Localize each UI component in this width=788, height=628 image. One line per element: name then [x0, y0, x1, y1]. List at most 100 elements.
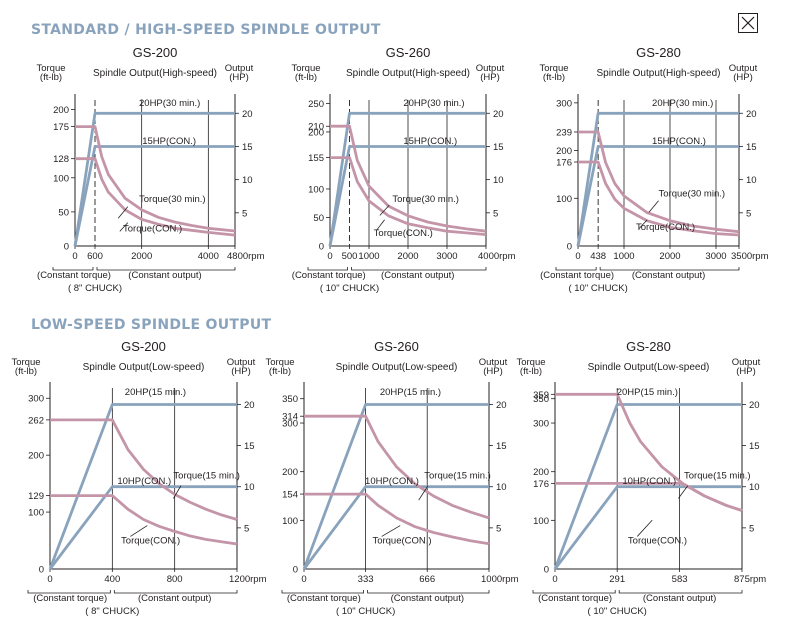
y-tick-label-left: 100: [53, 173, 69, 184]
series-line-torque-3: [578, 160, 740, 237]
y-tick-label-left: 262: [28, 415, 44, 426]
label-pointer-line: [648, 200, 659, 213]
y-axis-right-label: Output: [225, 63, 254, 74]
series-line-power-0: [302, 403, 489, 570]
constant-torque-label: (Constant torque): [292, 270, 366, 281]
chart-gs200-high-speed: GS-200 Spindle Output(High-speed) Torque(f…: [36, 45, 264, 294]
chart-gs280-high-speed: GS-280 Spindle Output(High-speed) Torque(f…: [539, 45, 768, 294]
y-axis-right-label: Output: [479, 357, 508, 368]
y-tick-label-left: 300: [282, 419, 298, 430]
constant-torque-bracket: [532, 590, 616, 594]
y-axis-left-unit: (ft-lb): [40, 72, 62, 83]
y-tick-label-left: 50: [58, 207, 69, 218]
chuck-size-label: ( 8" CHUCK): [85, 606, 139, 617]
y-axis-right-label: Output: [729, 63, 758, 74]
series-label-power-continuous: 10HP(CON.): [117, 476, 171, 487]
series-label-power-peak: 20HP(15 min.): [617, 387, 678, 398]
x-tick-label: 3000: [705, 251, 726, 262]
y-axis-right-unit: (HP): [480, 72, 500, 83]
x-tick-label: 438: [590, 251, 606, 262]
chuck-size-label: ( 10" CHUCK): [568, 283, 627, 294]
constant-output-bracket: [367, 590, 490, 594]
x-tick-label: 0: [301, 574, 306, 585]
x-tick-label: 2000: [397, 251, 418, 262]
label-pointer-line: [119, 222, 129, 232]
chart-gs280-low-speed: GS-280 Spindle Output(Low-speed) Torque(ft…: [516, 339, 766, 617]
y-axis-right-unit: (HP): [733, 72, 753, 83]
constant-output-label: (Constant output): [632, 270, 705, 281]
y-axis-left-unit: (ft-lb): [543, 72, 565, 83]
series-line-power-1: [302, 485, 489, 570]
y-axis-right-label: Output: [476, 63, 505, 74]
label-pointer-line: [379, 204, 390, 216]
series-line-power-0: [576, 111, 739, 247]
x-tick-label: 1200rpm: [229, 574, 267, 585]
x-tick-label: 500: [342, 251, 358, 262]
y-tick-label-right: 15: [496, 441, 507, 452]
series-line-torque-3: [330, 156, 487, 236]
y-tick-label-left: 200: [53, 105, 69, 116]
series-label-power-continuous: 10HP(CON.): [622, 476, 676, 487]
y-tick-label-right: 20: [242, 109, 253, 120]
series-label-torque-peak: Torque(15 min.): [684, 471, 751, 482]
y-tick-label-left: 128: [53, 154, 69, 165]
y-tick-label-right: 10: [496, 482, 507, 493]
chart-subtitle: Spindle Output(High-speed): [93, 68, 217, 79]
series-label-torque-continuous: Torque(CON.): [123, 223, 182, 234]
y-tick-label-right: 5: [493, 208, 498, 219]
series-label-torque-peak: Torque(15 min.): [173, 471, 240, 482]
series-line-torque-2: [578, 130, 740, 234]
chart-gs200-low-speed: GS-200 Spindle Output(Low-speed) Torque(ft…: [11, 339, 267, 617]
constant-output-label: (Constant output): [138, 593, 211, 604]
section-title-low-speed: LOW-SPEED SPINDLE OUTPUT: [31, 317, 272, 333]
constant-torque-label: (Constant torque): [287, 593, 361, 604]
series-line-torque-3: [555, 481, 743, 512]
series-line-power-1: [553, 485, 742, 570]
constant-output-bracket: [599, 267, 740, 271]
constant-output-bracket: [96, 267, 236, 271]
series-line-power-1: [576, 145, 739, 247]
series-label-torque-peak: Torque(30 min.): [392, 194, 459, 205]
series-label-power-continuous: 15HP(CON.): [403, 136, 457, 147]
y-axis-left-unit: (ft-lb): [295, 72, 317, 83]
series-label-power-peak: 20HP(15 min.): [380, 387, 441, 398]
chart-gs260-high-speed: GS-260 Spindle Output(High-speed) Torque(f…: [291, 45, 515, 294]
series-line-power-1: [48, 485, 237, 570]
y-tick-label-left: 100: [28, 508, 44, 519]
y-tick-label-left: 250: [308, 99, 324, 110]
section-title-high-speed: STANDARD / HIGH-SPEED SPINDLE OUTPUT: [31, 22, 381, 38]
y-axis-left-label: Torque: [516, 357, 545, 368]
y-tick-label-left: 200: [28, 451, 44, 462]
chuck-size-label: ( 10" CHUCK): [320, 283, 379, 294]
y-tick-label-right: 20: [496, 400, 507, 411]
y-axis-right-label: Output: [227, 357, 256, 368]
x-tick-label: 600: [87, 251, 103, 262]
constant-output-bracket: [351, 267, 487, 271]
y-tick-label-left: 200: [282, 467, 298, 478]
series-line-power-0: [73, 111, 235, 247]
y-axis-left-label: Torque: [539, 63, 568, 74]
close-button[interactable]: [738, 13, 758, 33]
series-label-torque-peak: Torque(30 min.): [139, 194, 206, 205]
series-label-power-continuous: 15HP(CON.): [142, 136, 196, 147]
series-label-power-peak: 20HP(30 min.): [403, 98, 464, 109]
y-tick-label-left: 239: [556, 127, 572, 138]
y-tick-label-right: 10: [493, 175, 504, 186]
x-tick-label: 291: [609, 574, 625, 585]
series-line-torque-3: [304, 492, 490, 546]
y-axis-right-unit: (HP): [231, 366, 251, 377]
y-axis-right-unit: (HP): [736, 366, 756, 377]
y-axis-right-unit: (HP): [229, 72, 249, 83]
x-tick-label: 1000rpm: [481, 574, 519, 585]
y-axis-left-label: Torque: [265, 357, 294, 368]
label-pointer-line: [117, 206, 129, 219]
y-tick-label-right: 15: [749, 441, 760, 452]
y-tick-label-left: 350: [282, 394, 298, 405]
constant-output-label: (Constant output): [381, 270, 454, 281]
y-tick-label-right: 10: [242, 175, 253, 186]
y-tick-label-left: 0: [544, 565, 549, 576]
y-tick-label-left: 176: [533, 479, 549, 490]
chuck-size-label: ( 10" CHUCK): [336, 606, 395, 617]
y-axis-left-label: Torque: [291, 63, 320, 74]
constant-torque-label: (Constant torque): [37, 270, 111, 281]
